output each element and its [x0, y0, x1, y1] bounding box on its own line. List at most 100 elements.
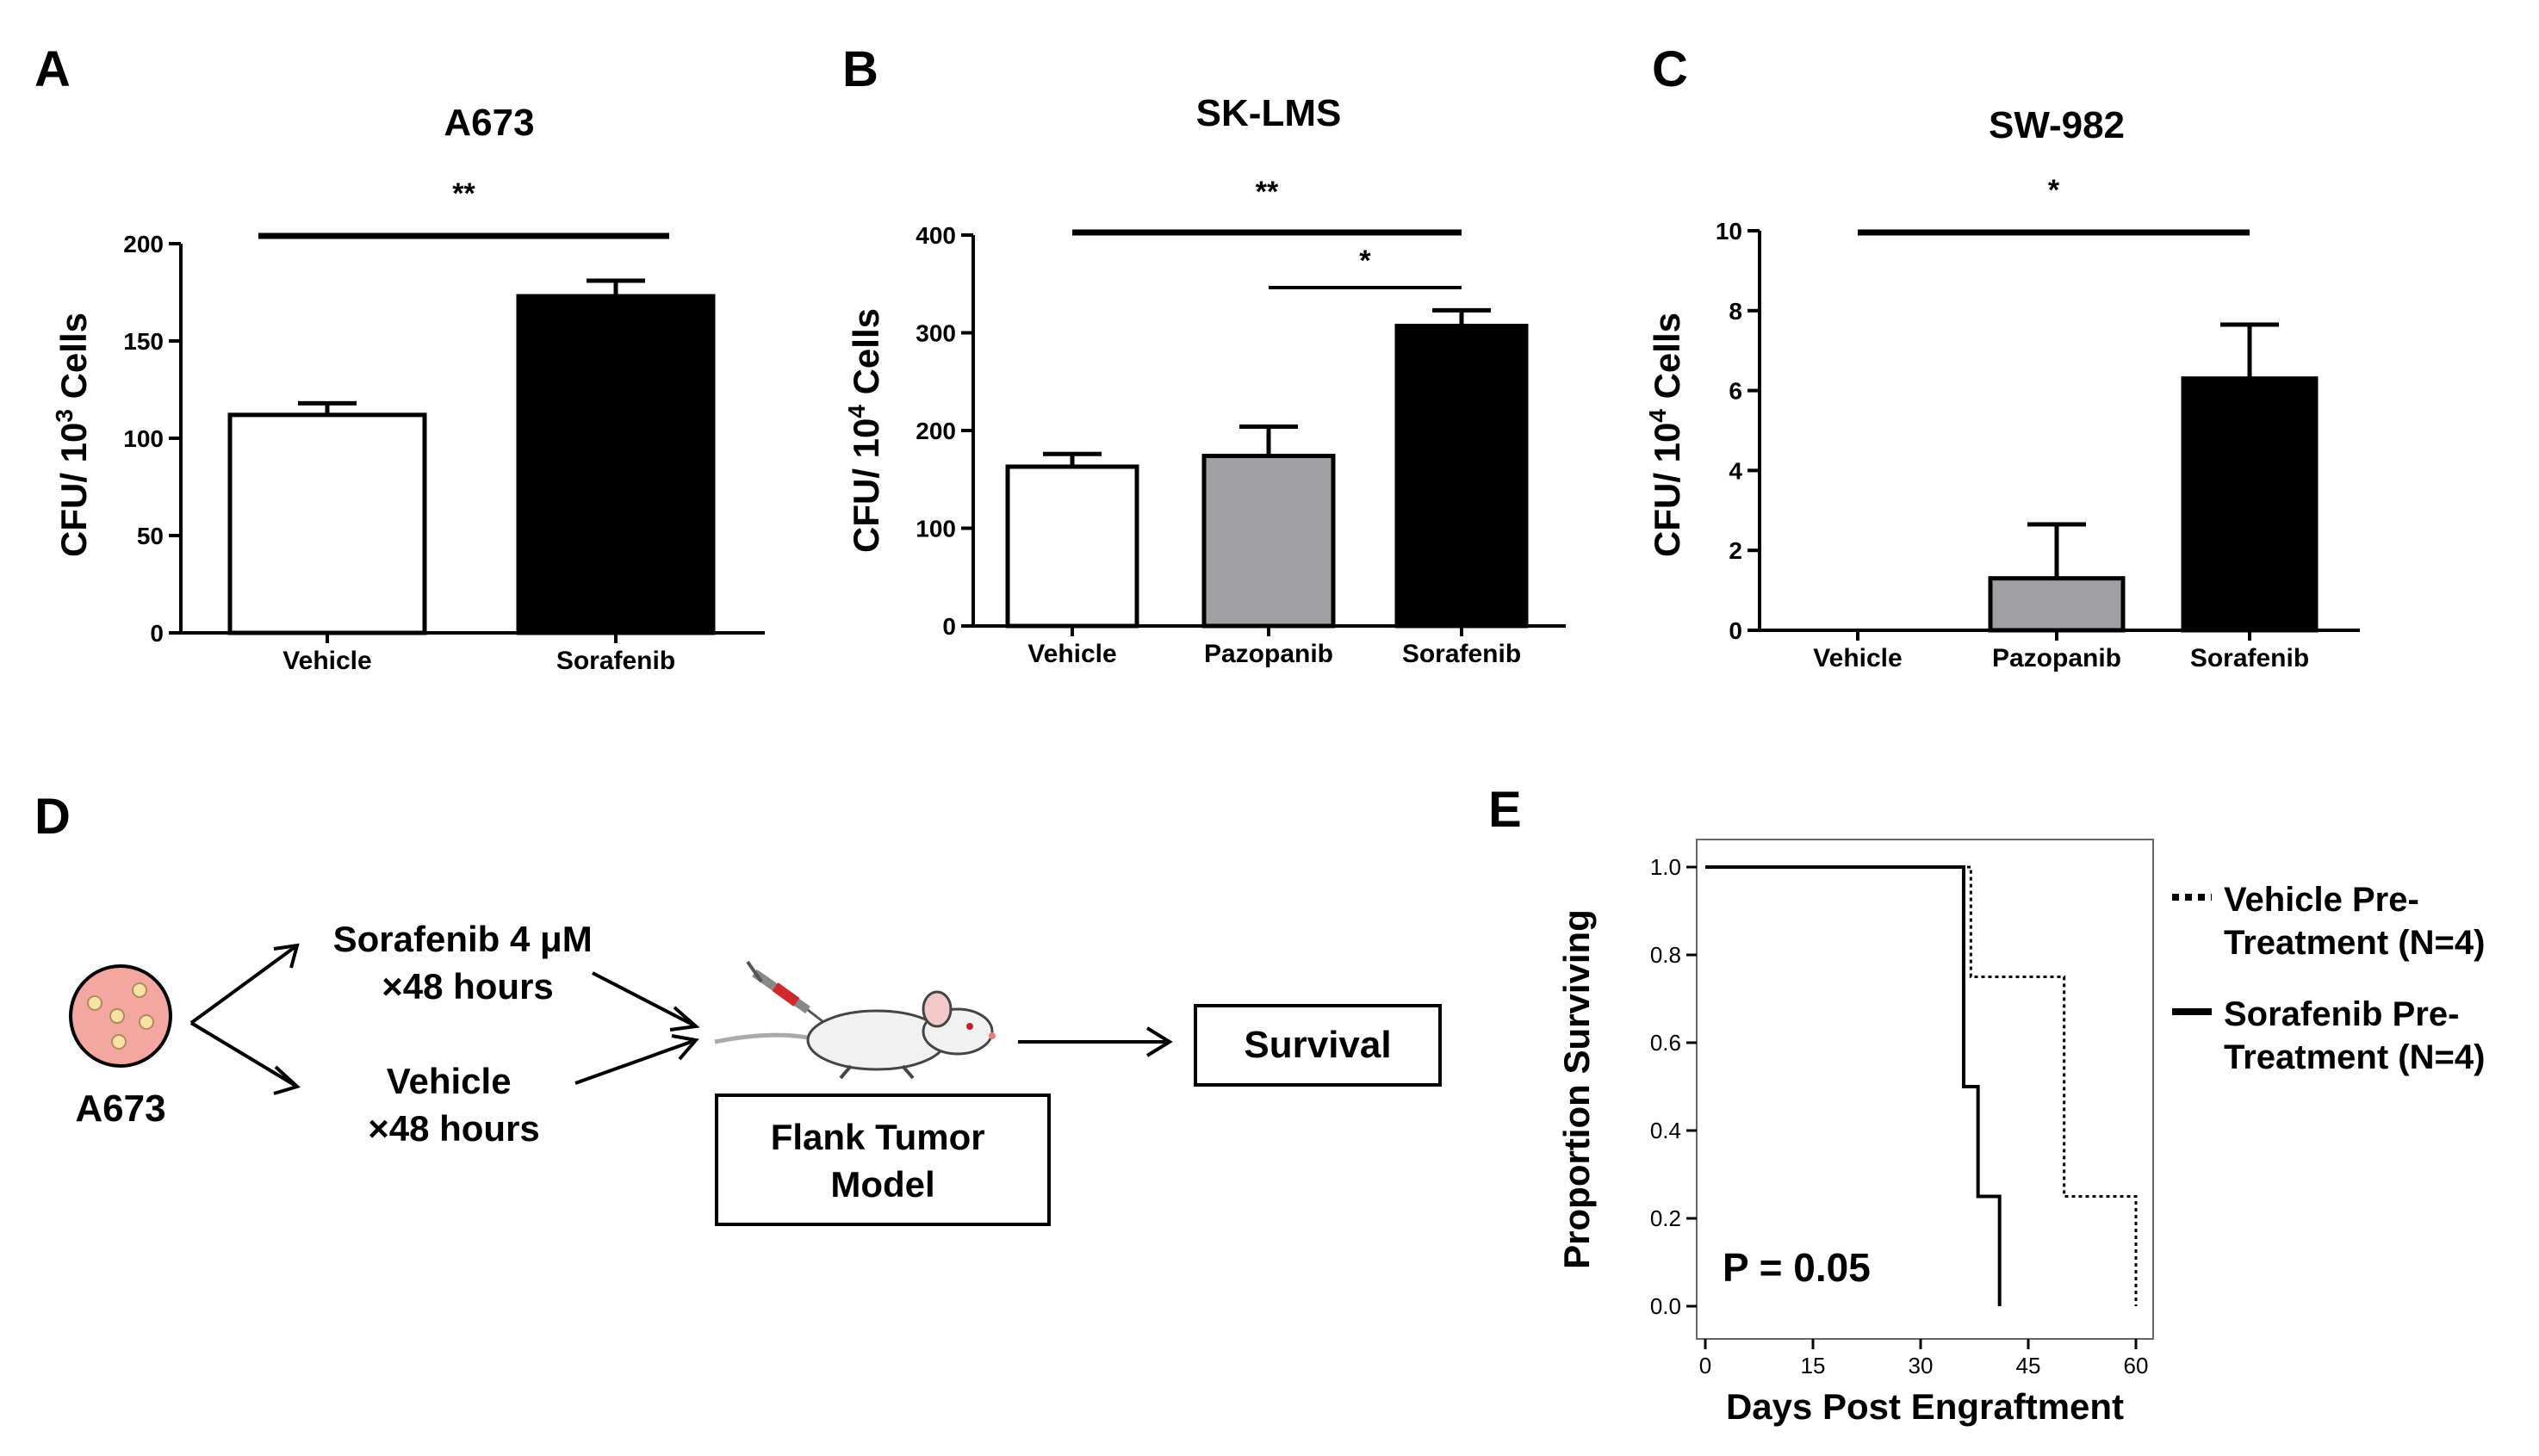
x-tick-label: Sorafenib [2190, 644, 2309, 672]
bar-vehicle [1005, 464, 1139, 629]
y-tick-label: 200 [916, 418, 956, 444]
y-tick-label: 200 [123, 231, 164, 257]
y-tick-label: 4 [1729, 457, 1742, 484]
syringe-icon [746, 960, 828, 1026]
vehicle-duration-line: ×48 hours [368, 1108, 540, 1149]
y-axis-label: CFU/ 103 Cells [51, 313, 94, 557]
x-tick-label: 60 [2124, 1353, 2149, 1379]
y-tick-label: 0.6 [1650, 1030, 1681, 1056]
y-tick-label: 8 [1729, 298, 1742, 325]
y-axis-label: CFU/ 104 Cells [843, 308, 886, 553]
panel-letter-a: A [34, 41, 71, 97]
panel-letter-d: D [34, 789, 71, 845]
y-tick-label: 300 [916, 320, 956, 347]
converge-arrows [574, 971, 700, 1085]
x-axis-label: Days Post Engraftment [1726, 1386, 2124, 1427]
plot-frame [1696, 839, 2154, 1340]
y-tick-label: 0.4 [1650, 1118, 1681, 1143]
chart-title: A673 [444, 102, 534, 144]
survival-label: Survival [1244, 1024, 1391, 1066]
cell-line-label: A673 [75, 1087, 165, 1130]
x-tick-label: Vehicle [1813, 644, 1902, 672]
bar-sorafenib [1394, 324, 1529, 629]
y-axis-label-units: Cells [846, 308, 886, 405]
y-axis-label-units: Cells [1647, 313, 1687, 409]
legend-line: Treatment (N=4) [2224, 924, 2485, 962]
significance-label: * [1359, 245, 1371, 277]
y-tick-label: 50 [137, 523, 164, 549]
x-tick-label: Sorafenib [556, 647, 675, 675]
legend-entry-vehicle: Vehicle Pre- Treatment (N=4) [2224, 881, 2485, 962]
y-tick-label: 2 [1729, 537, 1742, 564]
survival-curve-sorafenib [1705, 865, 2002, 1306]
bar-sorafenib [516, 294, 716, 635]
chart-sk-lms: SK-LMS CFU/ 104 Cells 0 100 200 300 400 Vehicle… [843, 92, 1566, 668]
x-tick-label: 0 [1699, 1353, 1711, 1379]
x-tick-label: 30 [1909, 1353, 1934, 1379]
bar-pazopanib [1988, 576, 2126, 633]
y-tick-label: 150 [123, 328, 164, 355]
x-tick-label: 45 [2016, 1353, 2041, 1379]
vehicle-treatment-label: Vehicle ×48 hours [368, 1061, 540, 1149]
significance-label: ** [1256, 176, 1279, 208]
y-axis-label-superscript: 4 [1644, 409, 1671, 423]
y-axis-label: CFU/ 104 Cells [1644, 313, 1687, 557]
y-tick-label: 400 [916, 222, 956, 249]
bar-pazopanib [1201, 454, 1336, 629]
p-value-annotation: P = 0.05 [1723, 1245, 1871, 1290]
x-tick-label: Sorafenib [1402, 640, 1521, 668]
x-tick-label: Pazopanib [1992, 644, 2121, 672]
y-tick-label: 1.0 [1650, 854, 1681, 880]
panel-letter-e: E [1488, 782, 1522, 838]
chart-title: SK-LMS [1196, 92, 1342, 134]
panel-letter-c: C [1652, 41, 1688, 97]
y-axis-label-superscript: 4 [843, 405, 870, 418]
y-axis-label-superscript: 3 [51, 409, 78, 423]
legend-line: Vehicle Pre- [2224, 881, 2419, 919]
outcome-arrow [1018, 1026, 1173, 1057]
flank-tumor-line-2: Model [830, 1164, 934, 1205]
x-tick-label: 15 [1801, 1353, 1826, 1379]
flank-tumor-label: Flank Tumor Model [771, 1117, 996, 1205]
y-tick-label: 100 [916, 516, 956, 542]
y-axis-label: Proportion Surviving [1556, 909, 1597, 1269]
chart-a673: A673 CFU/ 103 Cells 0 50 100 150 200 Vehicle Sor… [51, 102, 765, 675]
y-tick-label: 0.8 [1650, 942, 1681, 968]
y-tick-label: 100 [123, 425, 164, 452]
x-tick-label: Vehicle [1027, 640, 1116, 668]
y-axis-label-text: CFU/ 10 [846, 418, 886, 553]
branch-arrows [189, 943, 301, 1095]
sorafenib-treatment-label: Sorafenib 4 μM ×48 hours [333, 919, 603, 1007]
x-tick-label: Vehicle [282, 647, 371, 675]
chart-title: SW-982 [1989, 104, 2125, 146]
schematic-panel: A673 Sorafenib 4 μM ×48 hours Vehicle ×4… [69, 919, 1442, 1226]
sorafenib-duration-line: ×48 hours [382, 966, 554, 1007]
y-axis-label-text: CFU/ 10 [53, 423, 94, 557]
sorafenib-dose-line: Sorafenib 4 μM [333, 919, 593, 959]
y-tick-label: 0 [1729, 617, 1742, 644]
y-tick-label: 0 [150, 620, 164, 647]
survival-box [1194, 1004, 1442, 1087]
vehicle-name-line: Vehicle [387, 1061, 512, 1101]
significance-label: * [2048, 174, 2060, 207]
y-axis-label-units: Cells [53, 313, 94, 409]
y-tick-label: 0.0 [1650, 1293, 1681, 1319]
flank-tumor-line-1: Flank Tumor [771, 1117, 985, 1157]
chart-survival: 0 15 30 45 60 0.0 0.2 0.4 0.6 0.8 1.0 Days Post Eng… [1556, 839, 2485, 1427]
petri-dish-icon [69, 964, 172, 1068]
bar-vehicle [227, 412, 427, 635]
y-tick-label: 10 [1716, 218, 1742, 245]
y-tick-label: 0 [942, 613, 956, 640]
significance-label: ** [452, 177, 475, 210]
y-tick-label: 0.2 [1650, 1205, 1681, 1231]
legend-line: Treatment (N=4) [2224, 1038, 2485, 1076]
panel-letter-b: B [842, 41, 878, 97]
legend-entry-sorafenib: Sorafenib Pre- Treatment (N=4) [2224, 995, 2485, 1076]
bar-sorafenib [2181, 376, 2319, 633]
x-tick-label: Pazopanib [1204, 640, 1333, 668]
y-tick-label: 6 [1729, 378, 1742, 405]
chart-sw-982: SW-982 CFU/ 104 Cells 0 2 4 6 8 10 Vehicle Pazopa… [1644, 104, 2360, 672]
survival-curve-vehicle [1705, 865, 2138, 1306]
legend-line: Sorafenib Pre- [2224, 995, 2459, 1033]
